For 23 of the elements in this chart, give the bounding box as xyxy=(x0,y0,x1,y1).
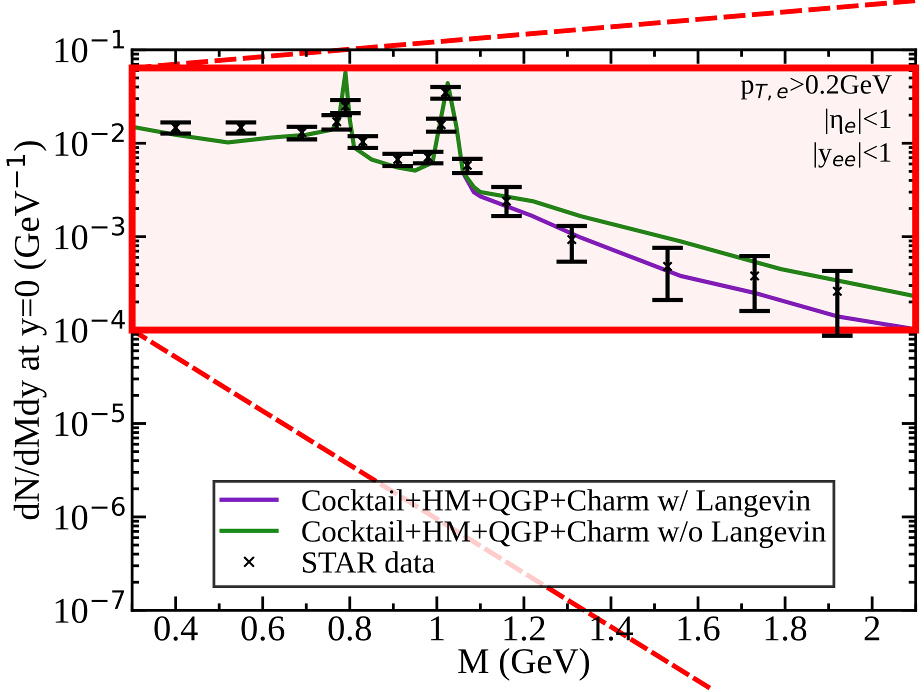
y-tick-label: 10$^{−3}$ xyxy=(56,216,124,250)
x-tick-label: 2 xyxy=(864,616,880,640)
y-tick-label: 10$^{−6}$ xyxy=(56,496,125,530)
annotation: |η$_{e}$|<1 xyxy=(826,108,890,134)
x-axis-title: M (GeV) xyxy=(458,648,590,681)
y-tick-label: 10$^{−4}$ xyxy=(56,310,125,343)
legend-label: Cocktail+HM+QGP+Charm w/o Langevin xyxy=(302,520,826,548)
x-tick-label: 1.8 xyxy=(766,616,806,641)
x-tick-label: 0.8 xyxy=(328,616,371,641)
legend-label: STAR data xyxy=(303,551,435,573)
annotation: |y$_{ee}$|<1 xyxy=(814,142,890,168)
x-tick-label: 1 xyxy=(430,616,444,640)
x-tick-label: 1.2 xyxy=(504,616,544,641)
x-tick-label: 1.6 xyxy=(678,616,720,641)
annotation: p$_{T,e}$>0.2GeV xyxy=(740,75,892,100)
y-tick-label: 10$^{−2}$ xyxy=(56,123,124,156)
y-tick-label: 10$^{−1}$ xyxy=(56,30,124,63)
y-tick-label: 10$^{−5}$ xyxy=(56,404,124,436)
y-axis-title: dN/dMdy at y=0 (GeV$^{−1}$) xyxy=(6,141,47,520)
legend-label: Cocktail+HM+QGP+Charm w/ Langevin xyxy=(302,489,811,518)
x-tick-label: 0.4 xyxy=(154,616,198,641)
y-tick-label: 10$^{−7}$ xyxy=(56,590,124,624)
x-tick-label: 0.6 xyxy=(242,616,284,641)
